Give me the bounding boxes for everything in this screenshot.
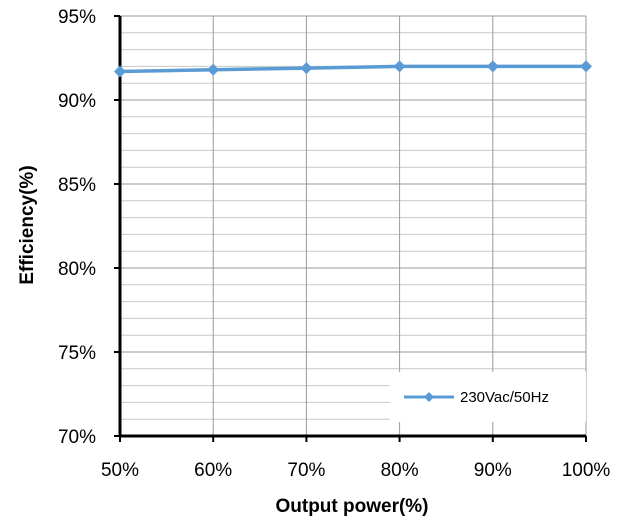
y-tick-label: 80% [58, 259, 96, 280]
y-tick-label: 90% [58, 91, 96, 112]
y-tick-label: 95% [58, 7, 96, 28]
series-layer [114, 60, 592, 78]
axes [114, 15, 587, 442]
legend-marker [424, 392, 434, 402]
data-point [114, 65, 126, 78]
legend: 230Vac/50Hz [390, 372, 586, 422]
y-tick-label: 85% [58, 175, 96, 196]
x-tick-label: 70% [287, 460, 325, 481]
y-axis-title: Efficiency(%) [17, 165, 38, 284]
data-point [580, 60, 592, 73]
data-point [486, 60, 499, 73]
x-axis-title: Output power(%) [275, 496, 428, 517]
x-tick-labels: 50% 60% 70% 80% 90% 100% [101, 460, 610, 481]
data-point [207, 63, 220, 76]
y-tick-label: 75% [58, 343, 96, 364]
y-tick-label: 70% [58, 427, 96, 448]
data-point [393, 60, 406, 73]
gridlines [120, 15, 587, 436]
x-tick-label: 100% [562, 460, 611, 481]
data-point [300, 62, 313, 75]
x-tick-label: 50% [101, 460, 139, 481]
legend-label: 230Vac/50Hz [460, 389, 549, 406]
y-tick-labels: 70% 75% 80% 85% 90% 95% [58, 7, 96, 448]
x-tick-label: 80% [381, 460, 419, 481]
x-tick-label: 90% [474, 460, 512, 481]
series-line [119, 64, 586, 74]
x-tick-label: 60% [194, 460, 232, 481]
